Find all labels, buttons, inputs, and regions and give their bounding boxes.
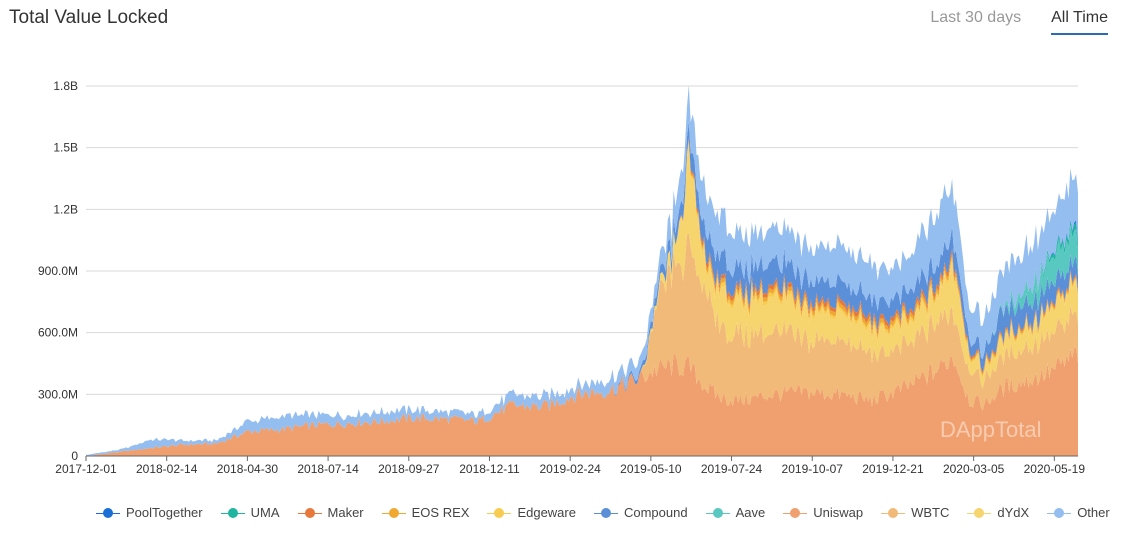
legend-marker-icon (967, 507, 992, 519)
x-axis: 2017-12-01 2018-02-14 2018-04-30 2018-07-14… (55, 455, 1086, 476)
legend-label: WBTC (911, 505, 950, 520)
legend-item-edgeware[interactable]: Edgeware (487, 505, 576, 520)
legend-item-other[interactable]: Other (1047, 505, 1110, 520)
x-tick-label: 2017-12-01 (55, 462, 117, 476)
x-tick-label: 2019-07-24 (701, 462, 763, 476)
legend-marker-icon (381, 507, 406, 519)
tab-last-30-days[interactable]: Last 30 days (930, 9, 1022, 26)
watermark-text: DAppTotal (940, 417, 1042, 442)
chart-legend: PoolTogether UMA Maker EOS REX Edgeware Compo… (96, 505, 1121, 520)
legend-marker-icon (220, 507, 245, 519)
legend-item-maker[interactable]: Maker (297, 505, 364, 520)
legend-item-uniswap[interactable]: Uniswap (783, 505, 863, 520)
legend-label: Aave (735, 505, 766, 520)
x-tick-label: 2019-12-21 (862, 462, 924, 476)
legend-label: Maker (327, 505, 364, 520)
series-area-uniswap[interactable] (86, 347, 1078, 456)
legend-item-dydx[interactable]: dYdX (967, 505, 1029, 520)
legend-label: Other (1077, 505, 1110, 520)
legend-marker-icon (881, 507, 906, 519)
y-tick-label: 300.0M (38, 387, 78, 401)
time-range-tabs: Last 30 days All Time (930, 9, 1108, 35)
y-axis: 0 300.0M 600.0M 900.0M 1.2B 1.5B 1.8B (38, 79, 78, 463)
legend-item-wbtc[interactable]: WBTC (881, 505, 949, 520)
legend-marker-icon (783, 507, 808, 519)
x-tick-label: 2018-02-14 (136, 462, 198, 476)
legend-label: UMA (250, 505, 280, 520)
legend-label: Uniswap (813, 505, 864, 520)
y-tick-label: 1.8B (53, 79, 78, 93)
y-tick-label: 0 (71, 449, 78, 463)
legend-marker-icon (705, 507, 730, 519)
legend-marker-icon (593, 507, 618, 519)
tab-all-time[interactable]: All Time (1051, 9, 1108, 35)
legend-label: Edgeware (517, 505, 576, 520)
legend-item-uma[interactable]: UMA (220, 505, 280, 520)
x-tick-label: 2019-05-10 (620, 462, 682, 476)
y-tick-label: 900.0M (38, 264, 78, 278)
x-tick-label: 2018-12-11 (459, 462, 520, 476)
x-tick-label: 2018-07-14 (297, 462, 359, 476)
legend-marker-icon (1047, 507, 1072, 519)
x-tick-label: 2020-05-19 (1024, 462, 1086, 476)
legend-item-compound[interactable]: Compound (593, 505, 688, 520)
x-tick-label: 2020-03-05 (943, 462, 1005, 476)
x-tick-label: 2019-02-24 (539, 462, 601, 476)
legend-item-eos-rex[interactable]: EOS REX (381, 505, 470, 520)
y-tick-label: 1.5B (53, 141, 78, 155)
legend-marker-icon (297, 507, 322, 519)
series-area-other[interactable] (86, 84, 1078, 456)
x-tick-label: 2019-10-07 (782, 462, 844, 476)
legend-label: dYdX (997, 505, 1030, 520)
tvl-stacked-area-chart: DAppTotal 0 300.0M 600.0M 900.0M 1.2B 1.5B 1.8… (38, 79, 1086, 476)
page-title: Total Value Locked (9, 7, 169, 28)
legend-marker-icon (96, 507, 120, 519)
x-tick-label: 2018-04-30 (217, 462, 279, 476)
legend-label: Compound (623, 505, 688, 520)
x-tick-label: 2018-09-27 (378, 462, 440, 476)
legend-item-pooltogether[interactable]: PoolTogether (96, 505, 203, 520)
y-tick-label: 1.2B (53, 202, 78, 216)
series-areas (86, 84, 1078, 456)
legend-label: PoolTogether (126, 505, 203, 520)
legend-label: EOS REX (411, 505, 470, 520)
legend-item-aave[interactable]: Aave (705, 505, 766, 520)
y-tick-label: 600.0M (38, 326, 78, 340)
legend-marker-icon (487, 507, 512, 519)
